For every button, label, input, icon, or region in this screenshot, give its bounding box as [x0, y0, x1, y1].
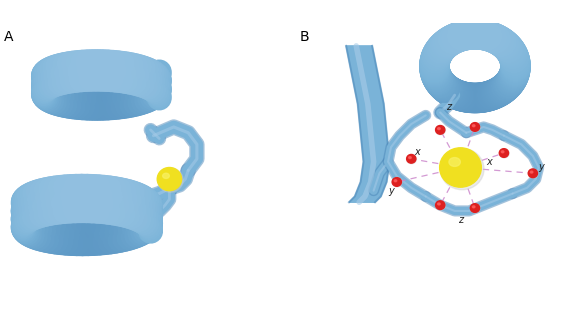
Ellipse shape [163, 173, 169, 179]
Ellipse shape [449, 157, 460, 166]
Ellipse shape [436, 201, 445, 210]
Ellipse shape [470, 123, 480, 132]
Polygon shape [346, 46, 390, 202]
Ellipse shape [531, 171, 533, 173]
Ellipse shape [499, 149, 508, 157]
Text: A: A [4, 30, 14, 44]
Ellipse shape [470, 123, 480, 131]
Ellipse shape [470, 204, 480, 213]
Ellipse shape [436, 126, 445, 134]
Ellipse shape [528, 169, 538, 178]
Ellipse shape [392, 178, 401, 186]
Ellipse shape [501, 151, 504, 153]
Ellipse shape [407, 154, 416, 163]
Ellipse shape [393, 178, 402, 187]
Text: B: B [300, 30, 309, 44]
Ellipse shape [441, 148, 484, 190]
Text: y: y [539, 162, 545, 173]
Ellipse shape [436, 201, 445, 209]
Ellipse shape [470, 204, 480, 212]
Ellipse shape [500, 149, 509, 158]
Ellipse shape [157, 168, 181, 191]
Ellipse shape [473, 125, 475, 127]
Text: z: z [458, 215, 463, 225]
Ellipse shape [438, 203, 440, 205]
Text: y: y [388, 186, 394, 196]
Text: x: x [414, 147, 420, 156]
Text: z: z [446, 102, 452, 112]
Text: x: x [487, 157, 493, 167]
Ellipse shape [407, 154, 417, 164]
Ellipse shape [157, 168, 183, 192]
Ellipse shape [394, 180, 397, 182]
Ellipse shape [409, 157, 411, 158]
Ellipse shape [436, 126, 445, 135]
Ellipse shape [438, 128, 440, 130]
Ellipse shape [473, 206, 475, 208]
Ellipse shape [528, 169, 538, 178]
Ellipse shape [440, 148, 481, 187]
